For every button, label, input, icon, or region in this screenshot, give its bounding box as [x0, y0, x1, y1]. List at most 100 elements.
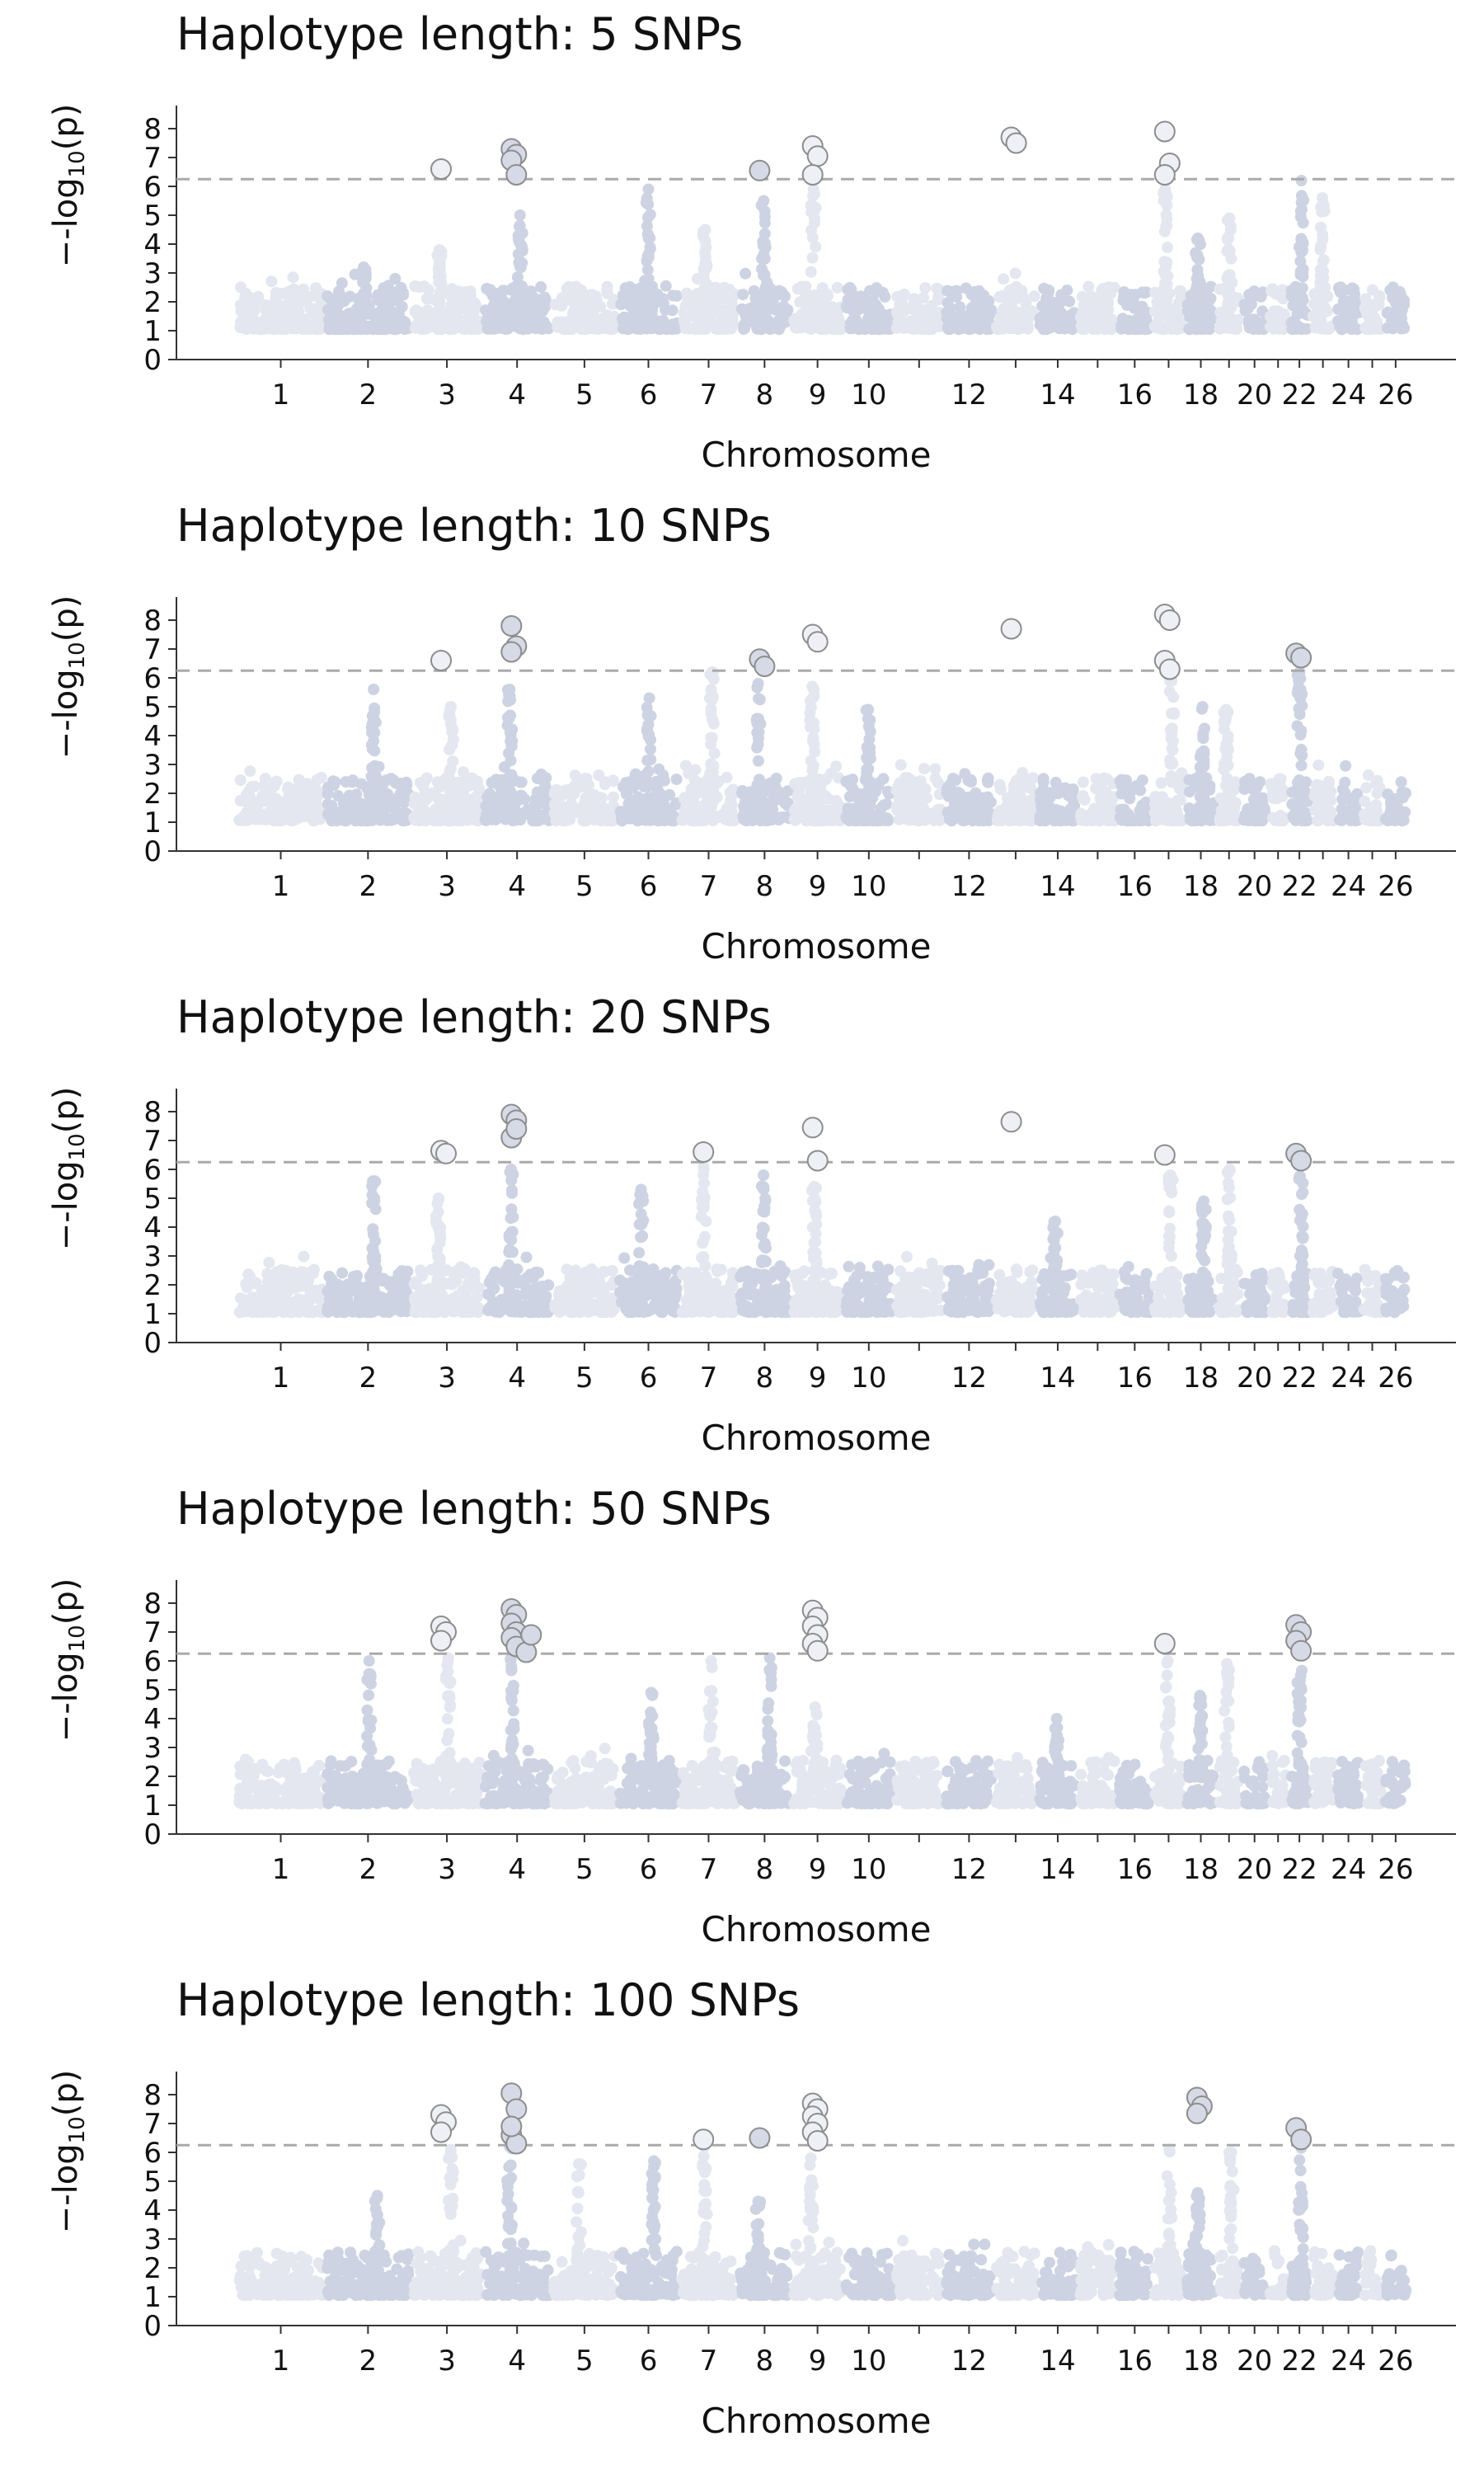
data-point — [1085, 290, 1097, 303]
panel-title: Haplotype length: 10 SNPs — [176, 500, 772, 552]
data-point — [614, 806, 627, 818]
data-point — [457, 788, 469, 801]
data-point — [312, 291, 325, 303]
x-tick-label: 5 — [575, 870, 594, 903]
data-point — [716, 303, 729, 316]
significant-hits — [430, 120, 1181, 186]
data-point — [1253, 322, 1266, 335]
data-point — [1254, 776, 1266, 788]
data-point — [446, 739, 458, 751]
data-point — [273, 815, 285, 827]
data-point — [504, 788, 516, 800]
data-point — [444, 764, 456, 777]
data-point — [736, 785, 749, 797]
data-point — [346, 774, 359, 787]
data-point — [859, 293, 871, 305]
data-point — [791, 802, 803, 814]
data-point — [616, 815, 628, 827]
x-tick-label: 8 — [756, 870, 774, 903]
data-point — [434, 1262, 445, 1274]
data-point — [270, 1266, 283, 1278]
data-point — [754, 801, 766, 812]
data-point — [1275, 809, 1287, 821]
data-point — [1256, 797, 1269, 810]
data-point — [1265, 321, 1277, 333]
data-point — [1082, 280, 1095, 293]
y-tick-label: 6 — [143, 1154, 162, 1187]
data-point — [468, 811, 481, 822]
data-point — [505, 694, 516, 706]
manhattan-panel: Haplotype length: 5 SNPs −-log10(p) 0 1 2 3 4 5… — [0, 0, 1484, 492]
data-point — [977, 298, 989, 310]
data-point — [344, 290, 356, 303]
x-tick-label: 9 — [809, 379, 827, 412]
data-point — [894, 789, 905, 802]
data-point — [1087, 806, 1099, 818]
data-point — [323, 799, 336, 811]
data-point — [1252, 807, 1265, 819]
data-point — [816, 282, 829, 294]
data-point — [336, 1267, 348, 1279]
data-point — [965, 322, 978, 335]
data-point — [1183, 786, 1195, 798]
data-point — [1286, 323, 1298, 336]
data-point — [433, 814, 444, 826]
data-point — [505, 317, 518, 329]
data-point — [444, 799, 456, 811]
data-point — [1037, 773, 1050, 785]
data-point — [435, 278, 448, 290]
data-point — [418, 280, 430, 293]
data-point — [1221, 794, 1233, 807]
data-point — [794, 296, 806, 308]
data-point — [1203, 316, 1214, 328]
data-point — [862, 703, 875, 716]
data-point — [378, 804, 391, 816]
data-point — [716, 323, 729, 336]
data-point — [234, 299, 247, 311]
data-point — [1351, 788, 1364, 800]
x-tick-label: 16 — [1117, 870, 1153, 903]
data-point — [1394, 289, 1407, 300]
data-point — [1199, 722, 1210, 735]
data-point — [511, 271, 524, 284]
x-tick-label: 6 — [640, 379, 658, 412]
data-point — [806, 793, 818, 806]
data-point — [539, 780, 552, 793]
data-point — [1285, 290, 1298, 303]
data-point — [458, 1265, 470, 1277]
data-point — [240, 1294, 252, 1306]
data-point — [1300, 322, 1313, 335]
data-point — [807, 731, 819, 744]
x-tick-label: 6 — [640, 1362, 658, 1395]
data-point — [757, 238, 769, 251]
data-point — [1393, 302, 1406, 314]
x-tick-label: 7 — [700, 1362, 718, 1395]
data-point — [1316, 192, 1328, 204]
data-point — [392, 1279, 404, 1291]
x-tick-label: 7 — [700, 379, 718, 412]
data-point — [265, 275, 278, 288]
data-point — [590, 293, 603, 305]
data-point — [1007, 814, 1019, 826]
x-tick-label: 2 — [359, 1362, 378, 1395]
significant-point — [1153, 164, 1176, 186]
x-tick-label: 12 — [951, 1362, 987, 1395]
data-point — [1205, 805, 1218, 817]
data-point — [1196, 701, 1209, 713]
data-point — [371, 292, 383, 304]
data-point — [825, 811, 838, 824]
data-point — [602, 319, 613, 332]
data-point — [1325, 794, 1336, 807]
data-point — [1361, 323, 1374, 336]
data-point — [1388, 805, 1401, 817]
data-point — [282, 1282, 294, 1294]
data-point — [331, 1298, 343, 1310]
data-point — [1366, 284, 1378, 296]
data-point — [1090, 783, 1102, 795]
data-point — [750, 714, 763, 727]
data-point — [942, 297, 954, 309]
data-point — [322, 1306, 334, 1319]
data-point — [707, 766, 719, 778]
data-point — [1277, 323, 1289, 336]
